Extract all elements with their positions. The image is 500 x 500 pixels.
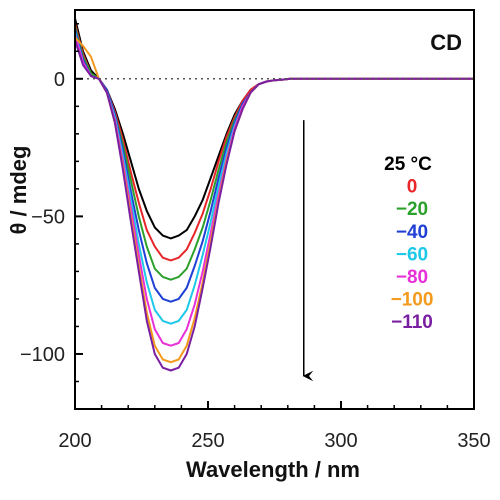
legend-title: 25 °C bbox=[384, 154, 432, 175]
series-line-7 bbox=[74, 39, 474, 372]
legend-entry: −80 bbox=[396, 267, 428, 288]
corner-label: CD bbox=[430, 30, 462, 55]
legend-entry: −100 bbox=[391, 290, 434, 311]
x-tick-label: 350 bbox=[457, 430, 490, 452]
y-tick-label: −100 bbox=[20, 344, 65, 366]
legend-layer: 25 °C0−20−40−60−80−100−110 bbox=[302, 120, 434, 382]
y-tick-label: −50 bbox=[31, 206, 65, 228]
x-tick-label: 200 bbox=[58, 430, 91, 452]
legend-entry: −60 bbox=[396, 244, 428, 265]
x-tick-label: 250 bbox=[191, 430, 224, 452]
plot-frame bbox=[74, 9, 475, 410]
legend-entry: 0 bbox=[407, 177, 418, 198]
y-axis-title: θ / mdeg bbox=[6, 146, 31, 235]
series-layer bbox=[74, 18, 474, 372]
x-tick-label: 300 bbox=[324, 430, 357, 452]
legend-entry: −110 bbox=[391, 312, 433, 333]
ticks-layer: 200 250 300 350 0 −50 −100 bbox=[20, 23, 491, 452]
x-axis-title: Wavelength / nm bbox=[186, 457, 360, 482]
axes-layer bbox=[74, 9, 475, 410]
legend-entry: −40 bbox=[396, 222, 428, 243]
y-tick-label: 0 bbox=[54, 69, 65, 91]
legend-entry: −20 bbox=[396, 199, 428, 220]
